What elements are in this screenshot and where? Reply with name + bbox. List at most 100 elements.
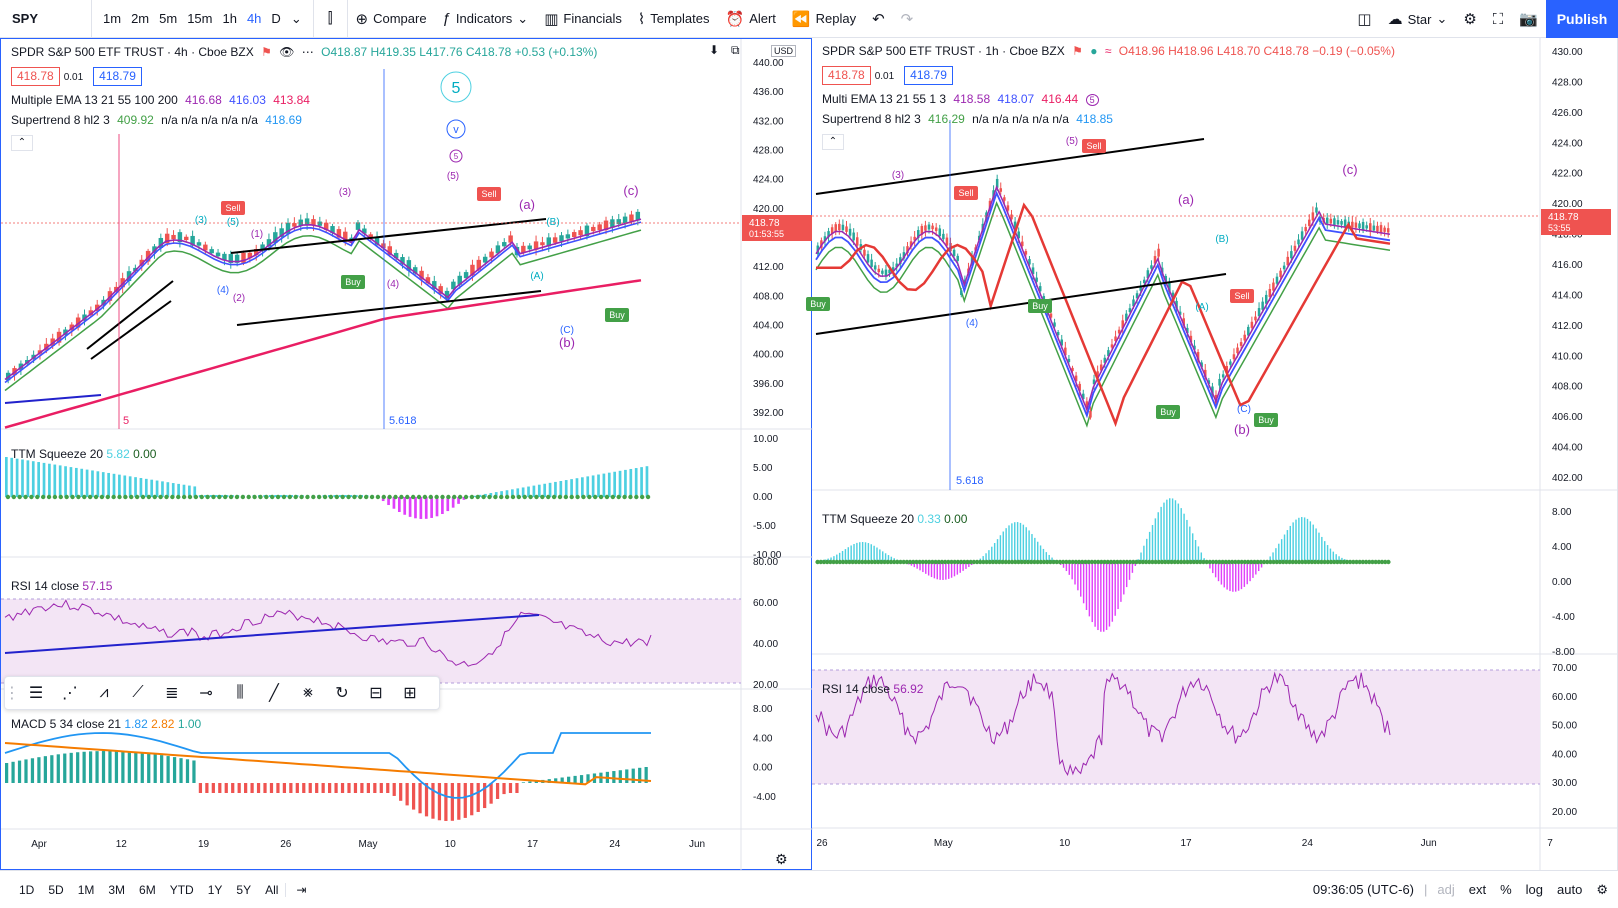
interval-1h[interactable]: 1h bbox=[222, 11, 237, 26]
pitchfork-icon[interactable]: ⫼ bbox=[236, 684, 244, 701]
sell-price-box[interactable]: 418.78 bbox=[822, 66, 871, 85]
left-rsi-legend[interactable]: RSI 14 close 57.15 bbox=[11, 579, 112, 593]
layout-button[interactable]: ◫ bbox=[1349, 0, 1379, 38]
buy-price-box[interactable]: 418.79 bbox=[904, 66, 953, 85]
dot-icon[interactable]: ● bbox=[1090, 44, 1098, 58]
horizontal-ray-icon[interactable]: ⊸ bbox=[199, 685, 213, 702]
percent-toggle[interactable]: % bbox=[1500, 882, 1512, 897]
range-1d[interactable]: 1D bbox=[19, 882, 35, 897]
left-macd-legend[interactable]: MACD 5 34 close 21 1.82 2.82 1.00 bbox=[11, 717, 201, 731]
interval-1m[interactable]: 1m bbox=[103, 11, 122, 26]
snapshot-button[interactable]: 📷 bbox=[1511, 0, 1546, 38]
squeeze-dot bbox=[1124, 559, 1130, 565]
elliott-impulse-icon[interactable]: ⋰ bbox=[62, 685, 78, 702]
adj-toggle[interactable]: adj bbox=[1437, 882, 1455, 897]
goto-date-icon[interactable]: ⇥ bbox=[285, 882, 313, 897]
scroll-down-icon[interactable]: ⬇ bbox=[709, 43, 720, 57]
candles-icon[interactable]: ⫿ bbox=[327, 10, 333, 27]
fullscreen-button[interactable]: ⛶ bbox=[1485, 0, 1512, 38]
squeeze-dot bbox=[1054, 559, 1059, 565]
range-6m[interactable]: 6M bbox=[139, 882, 156, 897]
right-chart[interactable]: 430.00 428.00 426.00 424.00 422.00 420.00 418.… bbox=[806, 38, 1618, 870]
maximize-icon[interactable]: ⧉ bbox=[731, 43, 740, 57]
macd-bar bbox=[50, 755, 54, 783]
squeeze-bar bbox=[1065, 562, 1068, 572]
more-icon[interactable]: ⋯ bbox=[301, 45, 314, 59]
drag-handle-icon[interactable]: ⋮ bbox=[4, 685, 20, 702]
star-button[interactable]: ☁ Star ⌄ bbox=[1380, 0, 1456, 38]
squeeze-dot bbox=[1357, 559, 1362, 565]
trend-line-icon[interactable]: ╱ bbox=[269, 685, 279, 702]
parallel-channel-icon[interactable]: ⊟ bbox=[369, 685, 383, 702]
range-5y[interactable]: 5Y bbox=[236, 882, 252, 897]
templates-button[interactable]: ⌇ Templates bbox=[630, 0, 718, 38]
right-supertrend-legend[interactable]: Supertrend 8 hl2 3 416.29 n/a n/a n/a n/… bbox=[822, 112, 1117, 126]
collapse-legend-button[interactable]: ⌃ bbox=[11, 135, 33, 151]
range-all[interactable]: All bbox=[265, 882, 279, 897]
compare-button[interactable]: ⊕ Compare bbox=[348, 0, 435, 38]
sell-price-box[interactable]: 418.78 bbox=[11, 67, 60, 86]
flag-icon[interactable]: ⚑ bbox=[261, 45, 272, 59]
range-ytd[interactable]: YTD bbox=[169, 882, 194, 897]
trend-angle-icon[interactable]: ⟋ bbox=[132, 684, 144, 701]
squeeze-dot bbox=[457, 494, 463, 500]
right-price-tick-label: 428.00 bbox=[1552, 77, 1583, 88]
redo-button[interactable]: ↷ bbox=[893, 0, 922, 38]
curve-icon[interactable]: ↻ bbox=[335, 685, 349, 702]
eye-icon[interactable]: 👁 bbox=[279, 45, 295, 59]
elliott-correction-icon[interactable]: ⩘ bbox=[99, 684, 109, 701]
left-supertrend-legend[interactable]: Supertrend 8 hl2 3 409.92 n/a n/a n/a n/… bbox=[11, 113, 306, 127]
trend-line bbox=[236, 290, 542, 326]
xabcd-pattern-icon[interactable]: ⨳ bbox=[303, 684, 313, 701]
left-ema-legend[interactable]: Multiple EMA 13 21 55 100 200 416.68 416… bbox=[11, 93, 314, 107]
interval-5m[interactable]: 5m bbox=[159, 11, 178, 26]
interval-d[interactable]: D bbox=[271, 11, 281, 26]
left-chart[interactable]: 440.00 436.00 432.00 428.00 424.00 420.00 416.… bbox=[0, 38, 813, 871]
regression-icon[interactable]: ⊞ bbox=[403, 685, 417, 702]
publish-button[interactable]: Publish bbox=[1546, 0, 1618, 38]
buy-price-box[interactable]: 418.79 bbox=[93, 67, 142, 86]
right-chart-canvas[interactable]: 430.00 428.00 426.00 424.00 422.00 420.00 418.… bbox=[806, 38, 1618, 870]
menu-icon[interactable]: ☰ bbox=[28, 685, 44, 702]
financials-button[interactable]: ▥ Financials bbox=[536, 0, 630, 38]
right-squeeze-legend[interactable]: TTM Squeeze 20 0.33 0.00 bbox=[822, 512, 967, 526]
range-1y[interactable]: 1Y bbox=[207, 882, 223, 897]
squeeze-dot bbox=[29, 494, 34, 500]
indicators-button[interactable]: ƒ Indicators ⌄ bbox=[435, 0, 537, 38]
alert-button[interactable]: ⏰ Alert bbox=[718, 0, 784, 38]
interval-4h[interactable]: 4h bbox=[246, 11, 262, 26]
flag-icon[interactable]: ⚑ bbox=[1072, 44, 1083, 58]
collapse-legend-button[interactable]: ⌃ bbox=[822, 134, 844, 150]
squeeze-bar bbox=[1074, 562, 1076, 585]
left-chart-canvas[interactable]: 440.00 436.00 432.00 428.00 424.00 420.00 416.… bbox=[1, 39, 813, 871]
replay-button[interactable]: ⏪ Replay bbox=[784, 0, 864, 38]
candle-body bbox=[400, 257, 405, 264]
symbol-search[interactable]: SPY bbox=[0, 0, 92, 38]
left-squeeze-legend[interactable]: TTM Squeeze 20 5.82 0.00 bbox=[11, 447, 156, 461]
squeeze-bar bbox=[435, 497, 439, 517]
clock-time[interactable]: 09:36:05 (UTC-6) bbox=[1312, 882, 1415, 897]
wave-icon[interactable]: ≈ bbox=[1104, 44, 1112, 58]
settings-button[interactable]: ⚙ bbox=[1455, 0, 1484, 38]
chevron-down-icon[interactable]: ⌄ bbox=[290, 10, 302, 26]
gear-icon[interactable]: ⚙ bbox=[1596, 881, 1608, 897]
gear-icon[interactable]: ⚙ bbox=[775, 851, 788, 867]
candle-body bbox=[1243, 334, 1246, 341]
interval-2m[interactable]: 2m bbox=[131, 11, 150, 26]
candle-body bbox=[476, 259, 482, 270]
right-rsi-legend[interactable]: RSI 14 close 56.92 bbox=[822, 682, 923, 696]
macd-bar bbox=[256, 783, 261, 793]
interval-15m[interactable]: 15m bbox=[187, 11, 213, 26]
ext-toggle[interactable]: ext bbox=[1468, 882, 1487, 897]
auto-toggle[interactable]: auto bbox=[1557, 882, 1583, 897]
log-toggle[interactable]: log bbox=[1525, 882, 1544, 897]
range-3m[interactable]: 3M bbox=[108, 882, 126, 897]
squeeze-dot bbox=[990, 559, 996, 565]
fib-retracement-icon[interactable]: ≣ bbox=[165, 685, 179, 702]
undo-button[interactable]: ↶ bbox=[864, 0, 893, 38]
ema-slow-line bbox=[4, 279, 642, 429]
range-1m[interactable]: 1M bbox=[77, 882, 95, 897]
range-5d[interactable]: 5D bbox=[48, 882, 64, 897]
currency-label[interactable]: USD bbox=[771, 45, 797, 57]
right-ema-legend[interactable]: Multi EMA 13 21 55 1 3 418.58 418.07 416… bbox=[822, 92, 1103, 106]
